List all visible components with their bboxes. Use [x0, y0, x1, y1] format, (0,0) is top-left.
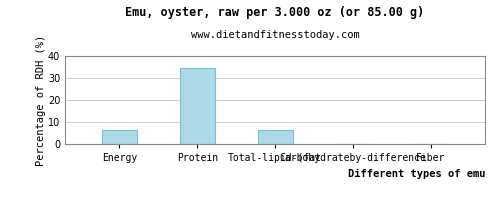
Text: Emu, oyster, raw per 3.000 oz (or 85.00 g): Emu, oyster, raw per 3.000 oz (or 85.00 …	[126, 6, 424, 19]
Bar	[102, 130, 137, 144]
Text: www.dietandfitnesstoday.com: www.dietandfitnesstoday.com	[190, 30, 360, 40]
X-axis label: Different types of emu: Different types of emu	[348, 169, 485, 179]
Y-axis label: Percentage of RDH (%): Percentage of RDH (%)	[36, 34, 46, 166]
Bar	[180, 68, 214, 144]
Bar	[258, 130, 292, 144]
